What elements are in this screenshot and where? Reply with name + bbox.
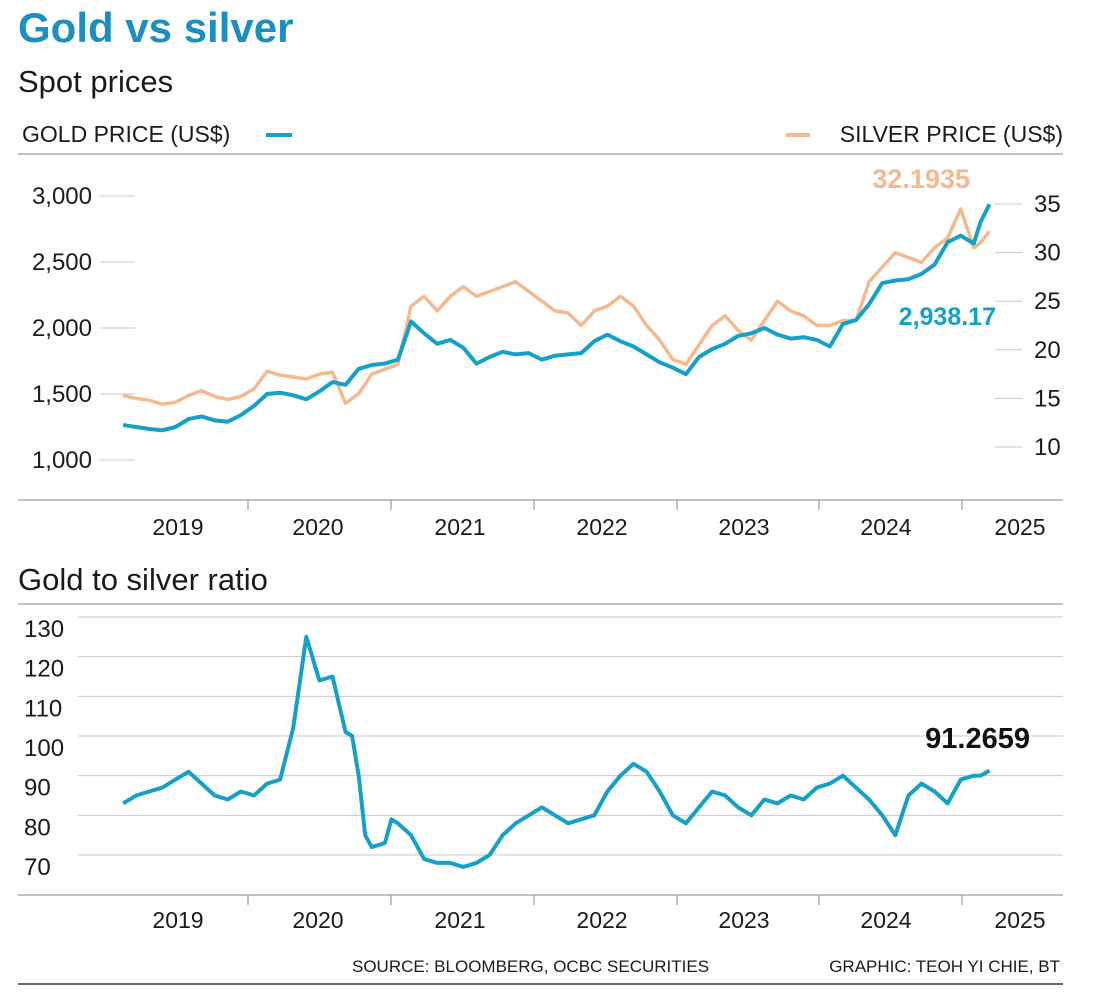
top-year-label: 2019 (152, 514, 203, 540)
spot-prices-subtitle: Spot prices (18, 64, 173, 99)
ratio-line-group (122, 634, 991, 869)
ratio-tick-label: 100 (24, 735, 64, 762)
top-year-label: 2021 (434, 514, 485, 540)
ratio-line (122, 634, 991, 869)
top-year-label: 2025 (994, 514, 1045, 540)
gold-tick-label: 2,500 (32, 249, 92, 276)
gold-tick-label: 1,000 (32, 447, 92, 474)
chart-title: Gold vs silver (18, 4, 293, 51)
ratio-tick-label: 90 (24, 775, 51, 802)
bottom-x-axis-ticks: 2019 2020 2021 2022 2023 2024 2025 (152, 895, 1046, 933)
top-year-label: 2024 (860, 514, 911, 540)
bottom-year-label: 2023 (718, 907, 769, 933)
spot-price-lines (122, 203, 992, 433)
top-year-label: 2020 (292, 514, 343, 540)
ratio-subtitle: Gold to silver ratio (18, 562, 268, 597)
top-year-label: 2022 (576, 514, 627, 540)
ratio-last-value-label: 91.2659 (925, 723, 1030, 755)
top-gridlines (100, 195, 1022, 461)
ratio-tick-label: 130 (24, 616, 64, 643)
ratio-tick-label: 110 (24, 695, 62, 722)
top-year-label: 2023 (718, 514, 769, 540)
ratio-tick-label: 120 (24, 656, 64, 683)
silver-axis-ticks: 35 30 25 20 15 10 (1034, 191, 1061, 461)
bottom-year-label: 2025 (994, 907, 1045, 933)
silver-tick-label: 25 (1034, 288, 1061, 315)
bottom-year-label: 2022 (576, 907, 627, 933)
bottom-year-label: 2019 (152, 907, 203, 933)
silver-last-value-label: 32.1935 (872, 164, 970, 194)
silver-legend-label: SILVER PRICE (US$) (840, 121, 1063, 147)
gold-price-line (122, 203, 992, 433)
ratio-gridlines (78, 616, 1063, 856)
bottom-year-label: 2020 (292, 907, 343, 933)
bottom-year-label: 2021 (434, 907, 485, 933)
bottom-year-label: 2024 (860, 907, 911, 933)
graphic-credit: GRAPHIC: TEOH YI CHIE, BT (829, 957, 1060, 976)
gold-axis-ticks: 3,000 2,500 2,000 1,500 1,000 (32, 183, 92, 474)
gold-last-value-label: 2,938.17 (899, 303, 996, 331)
silver-tick-label: 15 (1034, 385, 1061, 412)
source-credit: SOURCE: BLOOMBERG, OCBC SECURITIES (352, 957, 709, 976)
silver-tick-label: 30 (1034, 240, 1061, 267)
gold-legend-label: GOLD PRICE (US$) (22, 121, 230, 147)
silver-price-line (122, 207, 991, 406)
ratio-axis-ticks: 130 120 110 100 90 80 70 (24, 616, 64, 881)
top-x-axis-ticks: 2019 2020 2021 2022 2023 2024 2025 (152, 500, 1046, 540)
silver-tick-label: 35 (1034, 191, 1061, 218)
silver-tick-label: 20 (1034, 337, 1061, 364)
gold-tick-label: 2,000 (32, 315, 92, 342)
ratio-tick-label: 80 (24, 814, 51, 841)
gold-tick-label: 3,000 (32, 183, 92, 210)
ratio-tick-label: 70 (24, 854, 51, 881)
silver-tick-label: 10 (1034, 434, 1061, 461)
gold-tick-label: 1,500 (32, 381, 92, 408)
